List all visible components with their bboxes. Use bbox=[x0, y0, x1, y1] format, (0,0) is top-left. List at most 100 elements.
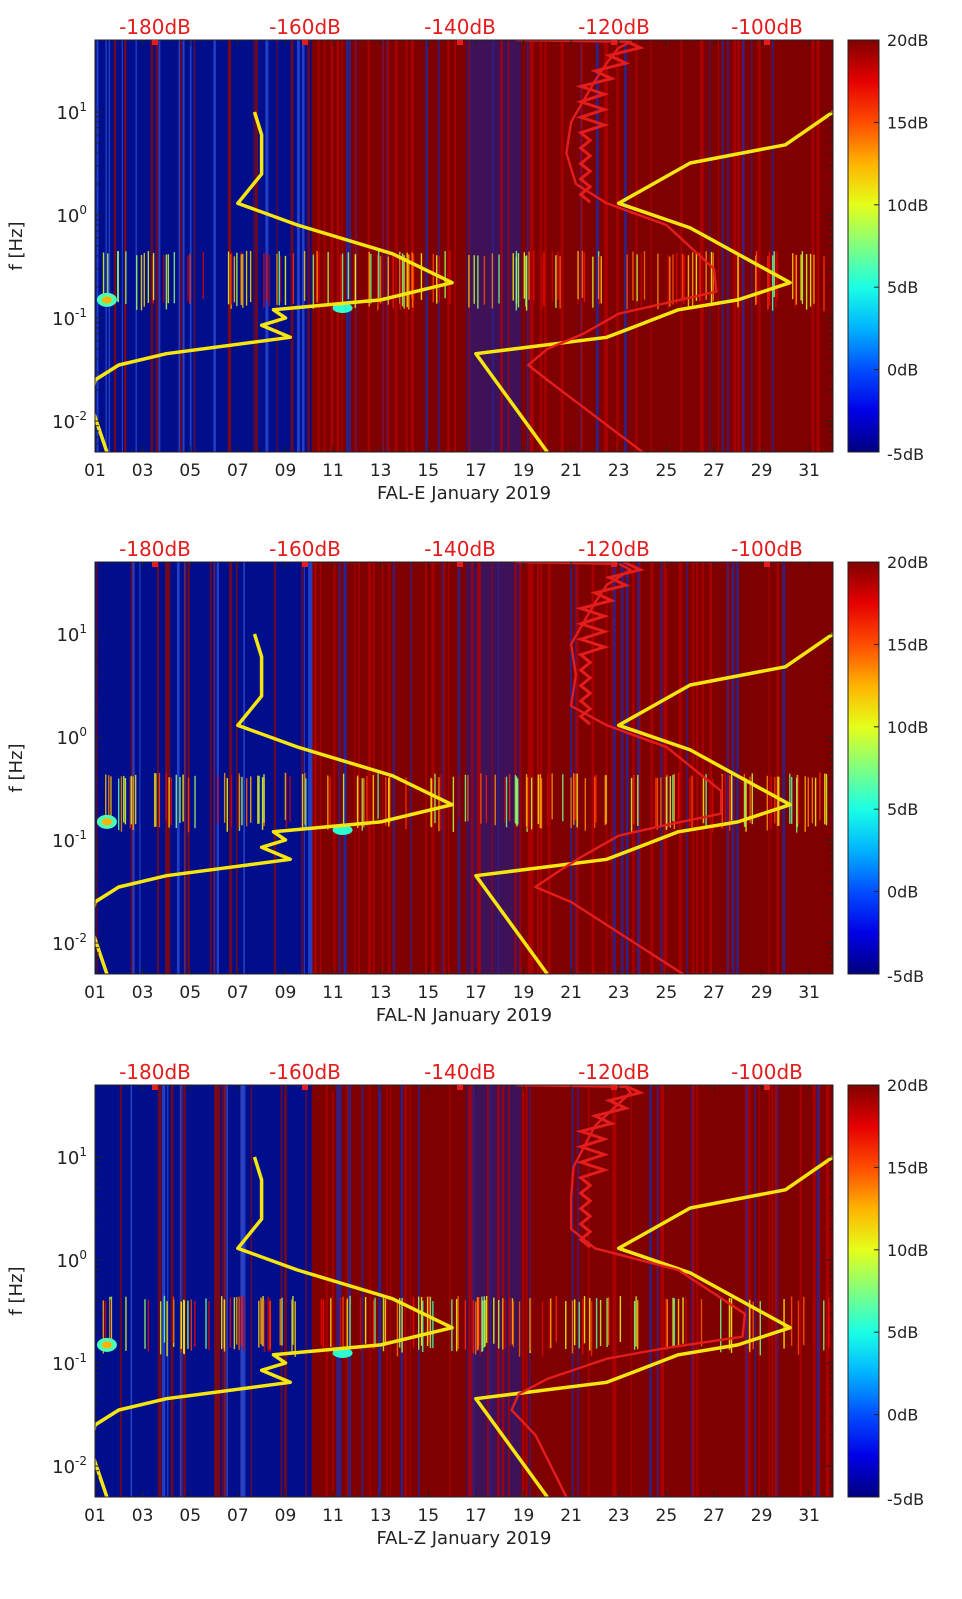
spectral-stripe bbox=[276, 40, 278, 452]
noise-model-line bbox=[95, 1156, 454, 1497]
microseism-streak bbox=[477, 1296, 479, 1350]
colorbar-label: 0dB bbox=[887, 1406, 918, 1425]
microseism-streak bbox=[163, 1295, 166, 1343]
microseism-streak bbox=[825, 773, 828, 826]
spectral-stripe bbox=[726, 562, 729, 974]
microseism-streak bbox=[438, 256, 441, 303]
spectral-stripe bbox=[113, 40, 116, 452]
microseism-streak bbox=[327, 775, 329, 830]
top-axis-tick bbox=[152, 40, 158, 45]
measured-psd-line bbox=[516, 40, 718, 452]
microseism-streak bbox=[153, 773, 156, 827]
x-axis-label: FAL-E January 2019 bbox=[377, 483, 551, 504]
microseism-streak bbox=[230, 252, 233, 305]
spectral-stripe bbox=[167, 562, 171, 974]
spectral-stripe bbox=[632, 562, 635, 974]
microseism-streak bbox=[819, 772, 821, 821]
microseism-streak bbox=[173, 252, 176, 304]
spectral-stripe bbox=[660, 562, 663, 974]
microseism-streak bbox=[593, 776, 596, 828]
spectral-stripe bbox=[591, 562, 594, 974]
microseism-streak bbox=[240, 254, 242, 306]
microseism-streak bbox=[604, 775, 607, 826]
microseism-streak bbox=[482, 1300, 484, 1352]
colorbar: 20dB 15dB 10dB 5dB 0dB -5dB bbox=[847, 1076, 929, 1509]
microseism-streak bbox=[823, 1300, 825, 1351]
saturated-region bbox=[311, 562, 833, 974]
spectral-stripe bbox=[528, 1085, 531, 1497]
spectral-stripe bbox=[771, 40, 774, 452]
spectral-stripe bbox=[216, 562, 220, 974]
spectral-stripe bbox=[242, 1085, 246, 1497]
colorbar-label: -5dB bbox=[887, 1490, 924, 1509]
microseism-streak bbox=[778, 776, 780, 826]
microseism-streak bbox=[705, 774, 707, 826]
microseism-streak bbox=[243, 1296, 245, 1352]
microseism-streak bbox=[276, 253, 278, 305]
spectral-stripe bbox=[816, 1085, 820, 1497]
microseism-streak bbox=[804, 776, 806, 832]
noise-model-line bbox=[474, 632, 833, 974]
y-tick-base: 10 bbox=[56, 206, 79, 227]
spectral-stripe bbox=[727, 40, 729, 452]
spectral-stripe bbox=[491, 562, 493, 974]
microseism-streak bbox=[289, 775, 291, 822]
microseism-streak bbox=[514, 774, 517, 824]
microseism-streak bbox=[457, 1296, 459, 1350]
microseism-streak bbox=[550, 1298, 552, 1349]
spectral-stripe bbox=[425, 562, 428, 974]
y-tick-label: 10-1 bbox=[52, 306, 87, 330]
microseism-streak bbox=[657, 253, 659, 310]
microseism-streak bbox=[378, 251, 380, 298]
microseism-streak bbox=[539, 776, 541, 829]
colorbar-label: 0dB bbox=[887, 361, 918, 380]
x-tick-label: 17 bbox=[465, 461, 487, 481]
spectral-stripe bbox=[650, 562, 652, 974]
spectral-stripe bbox=[307, 40, 310, 452]
colorbar-label: 0dB bbox=[887, 883, 918, 902]
microseism-streak bbox=[364, 1297, 367, 1344]
spectral-stripe bbox=[500, 40, 504, 452]
top-axis-label: -140dB bbox=[424, 537, 496, 561]
microseism-streak bbox=[481, 1296, 483, 1352]
colorbar-scale bbox=[847, 561, 880, 975]
microseism-streak bbox=[712, 252, 714, 302]
x-tick-label: 23 bbox=[608, 1506, 630, 1526]
spectral-stripe bbox=[529, 40, 532, 452]
microseism-streak bbox=[120, 776, 123, 832]
quiet-band bbox=[466, 1085, 522, 1497]
y-tick-exponent: 0 bbox=[79, 203, 87, 217]
spectral-stripe bbox=[626, 562, 629, 974]
microseism-streak bbox=[577, 251, 579, 300]
microseism-streak bbox=[551, 251, 554, 302]
microseism-streak bbox=[449, 250, 451, 304]
spectral-stripe bbox=[497, 562, 499, 974]
spectral-stripe bbox=[176, 562, 180, 974]
spectral-stripe bbox=[318, 40, 320, 452]
colorbar-label: 5dB bbox=[887, 800, 918, 819]
spectral-stripe bbox=[771, 1085, 774, 1497]
spectral-stripe bbox=[620, 562, 624, 974]
spectral-stripe bbox=[386, 1085, 388, 1497]
spectral-stripe bbox=[170, 1085, 174, 1497]
microseism-streak bbox=[349, 1295, 351, 1348]
spectral-stripe bbox=[812, 1085, 816, 1497]
microseism-streak bbox=[667, 254, 669, 309]
y-tick-exponent: 0 bbox=[79, 1248, 87, 1262]
spectral-stripe bbox=[184, 562, 187, 974]
microseism-streak bbox=[258, 1300, 260, 1348]
spectral-stripe bbox=[501, 1085, 505, 1497]
microseism-streak bbox=[180, 1301, 183, 1349]
microseism-streak bbox=[361, 778, 363, 831]
microseism-streak bbox=[796, 774, 799, 827]
microseism-streak bbox=[187, 1300, 189, 1349]
microseism-streak bbox=[194, 1300, 196, 1347]
colorbar-label: 10dB bbox=[887, 1241, 929, 1260]
microseism-streak bbox=[666, 1299, 668, 1350]
microseism-streak bbox=[347, 252, 350, 300]
spectral-stripe bbox=[736, 562, 739, 974]
colorbar-label: 20dB bbox=[887, 1076, 929, 1095]
spectral-stripe bbox=[527, 562, 531, 974]
microseism-streak bbox=[797, 1300, 800, 1355]
